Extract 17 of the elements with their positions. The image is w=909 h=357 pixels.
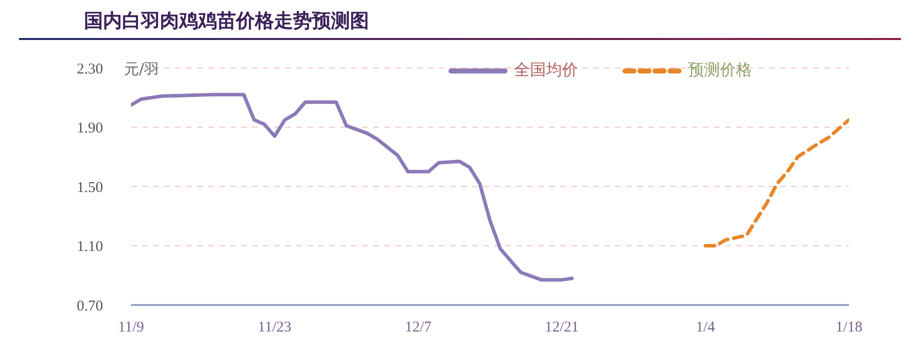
x-tick-label: 11/23 [258, 320, 292, 336]
y-tick-label: 2.30 [76, 61, 103, 78]
y-axis-title: 元/羽 [124, 60, 160, 79]
legend-label: 全国均价 [514, 60, 578, 81]
x-tick-label: 1/4 [696, 320, 716, 336]
y-tick-label: 1.50 [76, 180, 103, 196]
y-tick-label: 1.10 [76, 239, 103, 256]
x-tick-label: 12/21 [544, 320, 579, 336]
line-series [131, 92, 574, 282]
x-tick-label: 11/9 [118, 320, 144, 336]
y-tick-label: 0.70 [76, 298, 103, 314]
chart-title: 国内白羽肉鸡鸡苗价格走势预测图 [84, 9, 369, 34]
y-tick-label: 1.90 [76, 120, 103, 137]
line-series [704, 118, 849, 248]
legend-label: 预测价格 [688, 60, 752, 81]
x-tick-label: 1/18 [836, 320, 862, 336]
x-tick-label: 12/7 [404, 320, 432, 336]
